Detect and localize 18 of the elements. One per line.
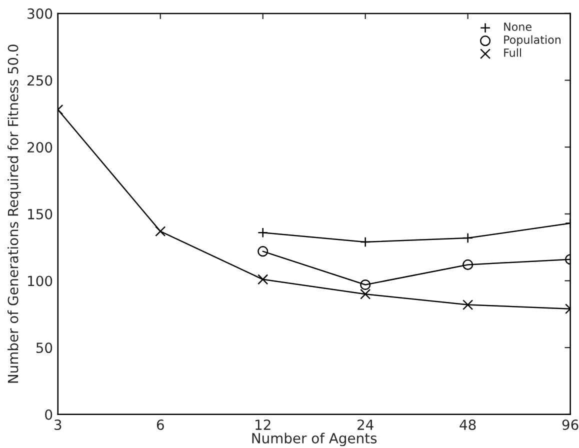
x-tick-label: 12 [256, 420, 270, 430]
legend-label: Population [504, 35, 560, 46]
x-tick-label: 6 [156, 420, 164, 430]
y-tick-label: 150 [28, 208, 52, 220]
x-tick-label: 96 [562, 420, 578, 430]
y-tick-label: 0 [45, 409, 52, 420]
y-tick-label: 200 [28, 142, 52, 153]
y-tick-label: 250 [28, 75, 52, 86]
legend-label: Full [504, 48, 522, 57]
x-tick-label: 24 [358, 420, 374, 430]
y-axis-title: Number of Generations Required for Fitness 50.0 [8, 44, 21, 383]
x-tick-label: 48 [460, 420, 476, 430]
y-tick-label: 300 [28, 8, 52, 19]
x-tick-label: 3 [54, 420, 62, 430]
y-tick-label: 50 [36, 342, 52, 354]
y-tick-label: 100 [28, 276, 52, 286]
x-axis-title: Number of Agents [252, 432, 377, 446]
legend-label: None [504, 22, 532, 31]
